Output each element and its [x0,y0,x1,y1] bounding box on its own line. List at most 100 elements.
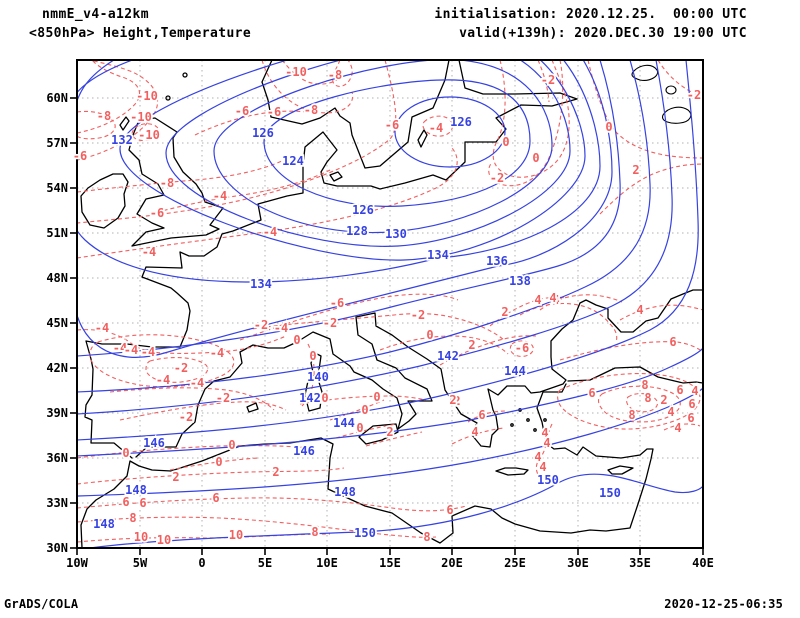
temp-contour-label: 0 [361,403,368,417]
temp-contour-label: -2 [541,73,555,87]
temp-contour-label: -2 [254,318,268,332]
temp-contour-label: 0 [215,455,222,469]
temp-contour-label: 8 [129,511,136,525]
temp-contour-label: -4 [210,346,224,360]
height-contour-label: 144 [504,364,526,378]
lon-tick-label: 5E [258,556,272,570]
temp-contour-label: 6 [446,503,453,517]
island-cyprus [607,465,634,475]
temp-contour [78,516,437,538]
temp-contour-label: 0 [309,349,316,363]
temp-contour [587,61,702,159]
temp-contour-label: -10 [138,128,160,142]
height-contour-label: 126 [252,126,274,140]
temp-contour [78,61,140,134]
temp-contour [78,497,467,512]
lat-tick-label: 39N [46,406,68,420]
temp-contour-label: 0 [122,446,129,460]
temp-contour-label: 4 [674,421,681,435]
height-contour-label: 142 [437,349,459,363]
height-contour-label: 144 [333,416,355,430]
temp-contour [78,110,116,140]
lake-ladoga [631,64,659,81]
temp-contour-label: -4 [156,373,170,387]
temp-contour-label: 4 [543,436,550,450]
temp-contour [131,123,160,142]
island-orkney [165,95,171,101]
island-aegean [526,418,530,422]
lat-tick-label: 45N [46,316,68,330]
lon-tick-label: 15E [379,556,401,570]
temp-contour [539,294,623,311]
temp-contour [557,373,701,430]
temp-contour-label: -6 [385,118,399,132]
temp-contour [489,296,567,327]
height-contour [78,61,621,357]
temp-contour-label: 4 [552,293,559,307]
lat-tick-label: 51N [46,226,68,240]
temp-contour [245,313,505,341]
temp-contour-label: 0 [605,120,612,134]
temp-contour [119,401,287,421]
temp-contour-label: 10 [134,530,148,544]
temp-contour-label: 6 [687,411,694,425]
temp-contour-label: 10 [157,533,171,547]
temp-contour-label: -6 [267,105,281,119]
height-contour-label: 134 [427,248,449,262]
island-sicily [358,423,399,445]
temp-contour-label: -4 [142,245,156,259]
island-aegean [533,428,537,432]
temp-contour-label: 0 [321,391,328,405]
temp-contour [145,356,209,383]
temp-contour-label: 2 [172,470,179,484]
temp-contour-label: 6 [688,397,695,411]
axis-label-layer: 10W 5W 0 5E 10E 15E 20E 25E 30E 35E 40E 30N 33N 36N 39… [46,91,714,570]
island-mallorca [246,402,259,413]
temp-contour [626,392,659,413]
temp-contour-label: -8 [328,68,342,82]
coastline-africa-levant-anatolia [80,383,654,547]
temp-contour [492,61,570,178]
temp-contour [335,423,397,439]
lat-tick-label: 33N [46,496,68,510]
temp-contour-label: 0 [502,135,509,149]
height-contour [78,61,601,283]
height-contour-label: 150 [537,473,559,487]
temp-contour-label: 2 [468,338,475,352]
temp-contour [519,302,618,343]
island-shetland [182,72,188,78]
valid-time: valid(+139h): 2020.DEC.30 19:00 UTC [459,26,747,41]
temp-contour-label: 6 [139,496,146,510]
height-contour [78,61,651,393]
temp-contour-label: -10 [136,89,158,103]
temp-contour-label: -2 [490,171,504,185]
temperature-contour-layer [78,61,702,543]
temp-contour-label: 4 [534,293,541,307]
temp-contour-label: 8 [628,408,635,422]
temp-contour-label: 2 [632,163,639,177]
lon-tick-label: 5W [133,556,148,570]
temp-contour-label: -6 [150,206,164,220]
temp-contour-label: -4 [190,376,204,390]
temp-contour-label: 0 [356,421,363,435]
temp-contour [329,399,385,421]
temp-contour-label: 2 [272,465,279,479]
height-contour [78,61,673,415]
lat-tick-label: 30N [46,541,68,555]
height-contour-label: 146 [143,436,165,450]
height-contour-label: 148 [334,485,356,499]
temp-contour [194,110,316,136]
island-crete [495,467,529,476]
temp-contour [663,423,701,431]
lake-rybinsk [662,106,692,124]
temp-contour-label: -4 [213,189,227,203]
temp-contour [282,61,341,85]
temp-contour-label: 10 [229,528,243,542]
height-contour [93,473,702,547]
temp-contour [78,155,293,193]
temp-contour [78,61,159,161]
temp-contour-label: 8 [423,530,430,544]
temp-contour-label: -2 [323,316,337,330]
temp-contour [379,335,509,355]
temp-contour [597,385,681,423]
